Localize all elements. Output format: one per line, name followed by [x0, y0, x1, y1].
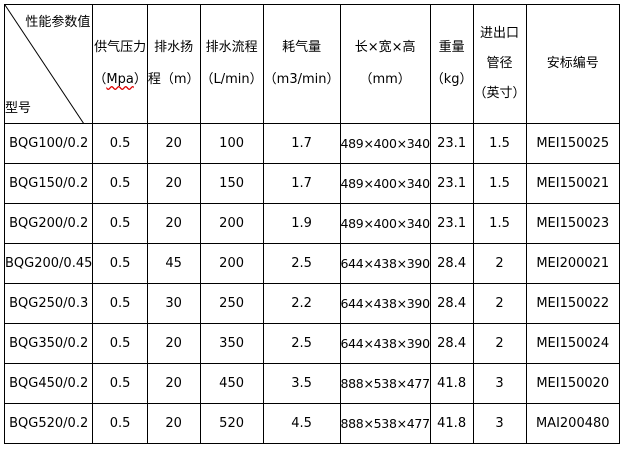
cell-weight: 28.4 — [429, 283, 474, 324]
cell-model: BQG150/0.2 — [3, 163, 94, 204]
cell-cert: MEI200021 — [525, 243, 620, 284]
cell-model: BQG100/0.2 — [3, 123, 94, 164]
cell-flow: 100 — [199, 123, 264, 164]
cell-model: BQG250/0.3 — [3, 283, 94, 324]
table-row: BQG200/0.45 0.5 45 200 2.5 644×438×390 28.4 2 ME… — [3, 243, 620, 284]
cell-dimensions: 888×538×477 — [339, 363, 431, 404]
cell-dimensions: 644×438×390 — [339, 283, 431, 324]
header-head: 排水扬 程（m） — [146, 4, 201, 124]
cell-weight: 23.1 — [429, 203, 474, 244]
header-dimensions: 长×宽×高 （mm） — [339, 4, 431, 124]
cell-weight: 23.1 — [429, 123, 474, 164]
diagonal-line — [5, 5, 84, 123]
cell-air: 3.5 — [262, 363, 341, 404]
cell-head: 20 — [146, 203, 201, 244]
cell-flow: 200 — [199, 243, 264, 284]
cell-dimensions: 489×400×340 — [339, 203, 431, 244]
header-pressure: 供气压力 （Mpa） — [92, 4, 148, 124]
cell-flow: 520 — [199, 403, 264, 444]
cell-model: BQG200/0.45 — [3, 243, 94, 284]
cell-pipe: 2 — [472, 283, 527, 324]
cell-dimensions: 489×400×340 — [339, 163, 431, 204]
cell-model: BQG200/0.2 — [3, 203, 94, 244]
cell-head: 20 — [146, 323, 201, 364]
cell-pipe: 1.5 — [472, 203, 527, 244]
cell-pipe: 3 — [472, 403, 527, 444]
header-pipe: 进出口 管径 （英寸） — [472, 4, 527, 124]
cell-air: 1.9 — [262, 203, 341, 244]
cell-cert: MAI200480 — [525, 403, 620, 444]
cell-head: 20 — [146, 363, 201, 404]
cell-weight: 41.8 — [429, 403, 474, 444]
cell-dimensions: 644×438×390 — [339, 243, 431, 284]
cell-dimensions: 888×538×477 — [339, 403, 431, 444]
cell-air: 1.7 — [262, 123, 341, 164]
header-air: 耗气量 （m3/min） — [262, 4, 341, 124]
corner-bottom-label: 型号 — [5, 101, 32, 116]
header-weight: 重量 （kg） — [429, 4, 474, 124]
cell-weight: 41.8 — [429, 363, 474, 404]
cell-head: 30 — [146, 283, 201, 324]
cell-pipe: 1.5 — [472, 123, 527, 164]
cell-flow: 150 — [199, 163, 264, 204]
cell-air: 2.2 — [262, 283, 341, 324]
cell-model: BQG350/0.2 — [3, 323, 94, 364]
cell-pressure: 0.5 — [92, 403, 148, 444]
cell-pipe: 2 — [472, 323, 527, 364]
cell-weight: 28.4 — [429, 323, 474, 364]
cell-air: 1.7 — [262, 163, 341, 204]
cell-head: 20 — [146, 403, 201, 444]
cell-dimensions: 489×400×340 — [339, 123, 431, 164]
table-row: BQG250/0.3 0.5 30 250 2.2 644×438×390 28.4 2 MEI… — [3, 283, 620, 324]
cell-pressure: 0.5 — [92, 243, 148, 284]
corner-top-label: 性能参数值 — [25, 15, 91, 30]
cell-flow: 350 — [199, 323, 264, 364]
cell-pressure: 0.5 — [92, 323, 148, 364]
corner-cell: 性能参数值 型号 — [3, 4, 94, 124]
table-row: BQG150/0.2 0.5 20 150 1.7 489×400×340 23.1 1.5 M… — [3, 163, 620, 204]
table-row: BQG450/0.2 0.5 20 450 3.5 888×538×477 41.8 3 MEI… — [3, 363, 620, 404]
cell-air: 2.5 — [262, 323, 341, 364]
cell-pressure: 0.5 — [92, 283, 148, 324]
cell-flow: 450 — [199, 363, 264, 404]
cell-pressure: 0.5 — [92, 123, 148, 164]
header-cert: 安标编号 — [525, 4, 620, 124]
cell-model: BQG450/0.2 — [3, 363, 94, 404]
table-row: BQG350/0.2 0.5 20 350 2.5 644×438×390 28.4 2 MEI… — [3, 323, 620, 364]
cell-head: 45 — [146, 243, 201, 284]
cell-pipe: 1.5 — [472, 163, 527, 204]
cell-weight: 23.1 — [429, 163, 474, 204]
cell-pipe: 3 — [472, 363, 527, 404]
cell-dimensions: 644×438×390 — [339, 323, 431, 364]
cell-air: 2.5 — [262, 243, 341, 284]
spec-table: 性能参数值 型号 供气压力 （Mpa） 排水扬 程（m） 排水流程 （L/min） 耗… — [3, 4, 620, 444]
cell-weight: 28.4 — [429, 243, 474, 284]
cell-pressure: 0.5 — [92, 163, 148, 204]
header-row: 性能参数值 型号 供气压力 （Mpa） 排水扬 程（m） 排水流程 （L/min） 耗… — [3, 4, 620, 124]
table-row: BQG100/0.2 0.5 20 100 1.7 489×400×340 23.1 1.5 M… — [3, 123, 620, 164]
cell-pipe: 2 — [472, 243, 527, 284]
table-row: BQG200/0.2 0.5 20 200 1.9 489×400×340 23.1 1.5 M… — [3, 203, 620, 244]
cell-cert: MEI150025 — [525, 123, 620, 164]
cell-pressure: 0.5 — [92, 363, 148, 404]
cell-model: BQG520/0.2 — [3, 403, 94, 444]
cell-cert: MEI150021 — [525, 163, 620, 204]
header-flow: 排水流程 （L/min） — [199, 4, 264, 124]
cell-cert: MEI150022 — [525, 283, 620, 324]
table-row: BQG520/0.2 0.5 20 520 4.5 888×538×477 41.8 3 MAI… — [3, 403, 620, 444]
cell-cert: MEI150024 — [525, 323, 620, 364]
cell-cert: MEI150023 — [525, 203, 620, 244]
cell-flow: 250 — [199, 283, 264, 324]
cell-flow: 200 — [199, 203, 264, 244]
cell-pressure: 0.5 — [92, 203, 148, 244]
cell-head: 20 — [146, 163, 201, 204]
cell-head: 20 — [146, 123, 201, 164]
cell-air: 4.5 — [262, 403, 341, 444]
cell-cert: MEI150020 — [525, 363, 620, 404]
